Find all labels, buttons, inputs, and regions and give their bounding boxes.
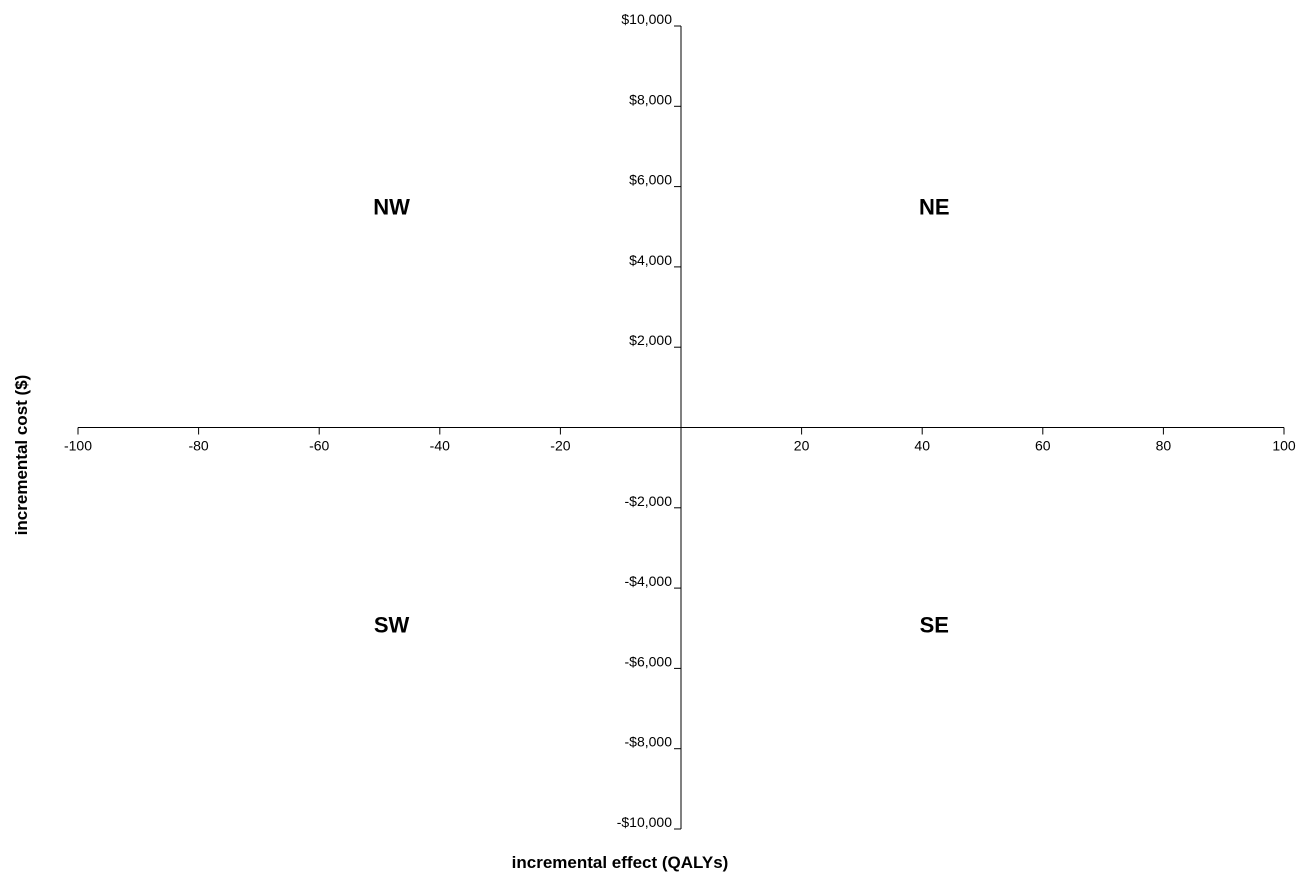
y-tick-label: $10,000	[621, 11, 672, 27]
x-tick-label: 80	[1156, 438, 1172, 454]
quadrant-label-ne: NE	[919, 195, 950, 220]
x-tick-label: 40	[914, 438, 930, 454]
y-tick-label: -$2,000	[625, 493, 673, 509]
y-tick-label: -$6,000	[625, 653, 673, 669]
y-tick-label: $6,000	[629, 172, 672, 188]
x-tick-label: -80	[188, 438, 208, 454]
y-tick-label: -$8,000	[625, 734, 673, 750]
y-tick-label: $2,000	[629, 332, 672, 348]
x-tick-label: -20	[550, 438, 570, 454]
x-axis-ticks: -100 -80 -60 -40 -20 20 40 60 80 100	[64, 427, 1296, 454]
x-tick-label: 60	[1035, 438, 1051, 454]
x-tick-label: 20	[794, 438, 810, 454]
x-tick-label: 100	[1272, 438, 1296, 454]
quadrant-label-nw: NW	[373, 195, 410, 220]
y-axis-ticks: $10,000 $8,000 $6,000 $4,000 $2,000 -$2,000 -$…	[617, 11, 681, 830]
x-axis-title: incremental effect (QALYs)	[512, 853, 729, 872]
x-tick-label: -60	[309, 438, 329, 454]
quadrant-labels: NW NE SW SE	[373, 195, 949, 638]
y-tick-label: -$10,000	[617, 814, 672, 830]
y-tick-label: $4,000	[629, 252, 672, 268]
y-tick-label: $8,000	[629, 91, 672, 107]
x-tick-label: -100	[64, 438, 92, 454]
quadrant-label-se: SE	[920, 612, 949, 637]
y-axis-title: incremental cost ($)	[12, 375, 31, 536]
quadrant-label-sw: SW	[374, 612, 410, 637]
x-tick-label: -40	[430, 438, 450, 454]
y-tick-label: -$4,000	[625, 573, 673, 589]
